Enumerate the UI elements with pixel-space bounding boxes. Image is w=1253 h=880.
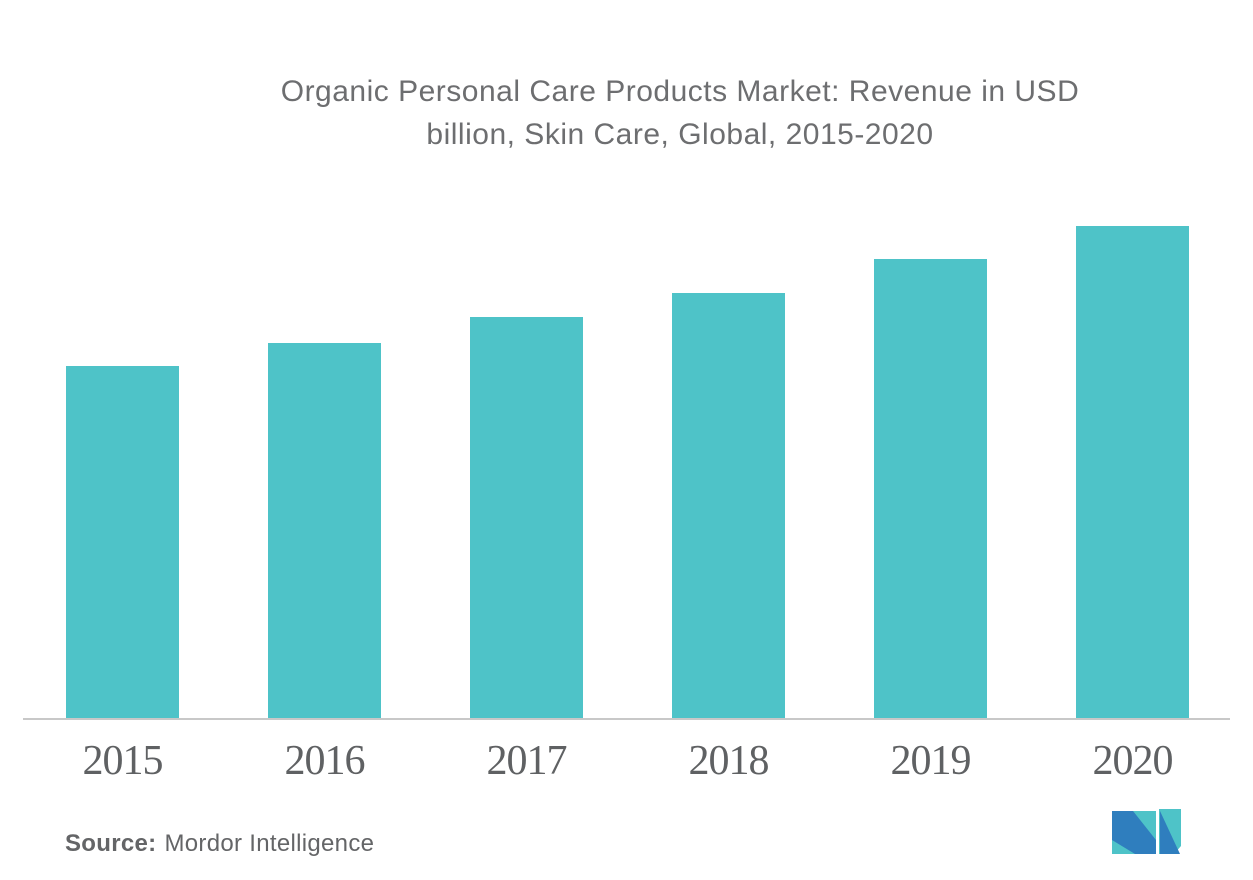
bar-2017 — [470, 317, 583, 719]
mordor-intelligence-logo — [1112, 809, 1181, 854]
x-axis-label-2016: 2016 — [284, 738, 366, 784]
x-axis-line — [23, 718, 1230, 720]
x-axis-label-2017: 2017 — [486, 738, 568, 784]
bar-2015 — [66, 366, 179, 719]
x-axis-label-2015: 2015 — [82, 738, 164, 784]
bar-2016 — [268, 343, 381, 719]
bar-2020 — [1076, 226, 1189, 719]
logo-m-icon — [1112, 809, 1181, 854]
source-name: Mordor Intelligence — [164, 830, 375, 857]
source-note: Source: Mordor Intelligence — [65, 830, 374, 858]
source-label: Source: — [65, 830, 157, 857]
bar-2018 — [672, 293, 785, 719]
chart-title-line-2: billion, Skin Care, Global, 2015-2020 — [426, 118, 934, 151]
x-axis-label-2019: 2019 — [890, 738, 972, 784]
x-axis-label-2018: 2018 — [688, 738, 770, 784]
x-axis-label-2020: 2020 — [1092, 738, 1174, 784]
chart-title: Organic Personal Care Products Market: R… — [110, 70, 1250, 156]
chart-title-line-1: Organic Personal Care Products Market: R… — [280, 75, 1080, 108]
bar-2019 — [874, 259, 987, 719]
